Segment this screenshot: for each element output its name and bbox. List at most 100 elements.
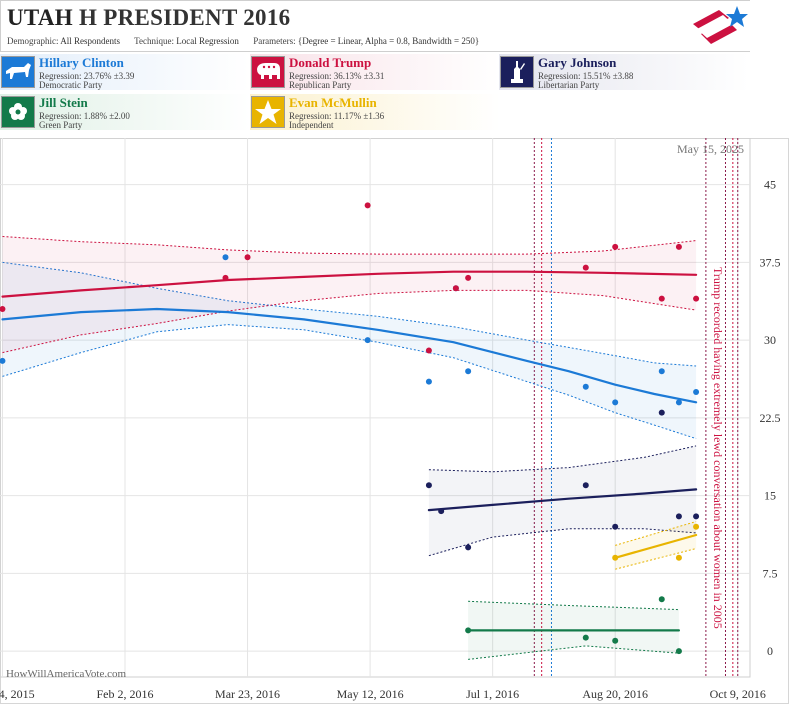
poll-point: [0, 306, 6, 313]
chart-svg: Dec 14, 2015 Feb 2, 2016 Mar 23, 2016 May 1…: [0, 138, 789, 704]
chart: Dec 14, 2015 Feb 2, 2016 Mar 23, 2016 May 1…: [0, 138, 789, 704]
candidate-regression: Regression: 15.51% ±3.88: [538, 71, 634, 81]
donkey-icon: [1, 56, 35, 88]
candidate-party: Republican Party: [289, 80, 352, 90]
poll-point: [222, 274, 229, 281]
poll-point: [582, 264, 589, 271]
y-tick-label: 45: [764, 178, 776, 192]
x-tick-label: Mar 23, 2016: [215, 687, 280, 701]
flower-icon: [1, 96, 35, 128]
chart-header: UTAH H PRESIDENT 2016 Demographic: All R…: [0, 0, 750, 52]
lower-bound-line: [2, 324, 697, 440]
x-tick-label: Oct 9, 2016: [710, 687, 766, 701]
poll-point: [612, 554, 619, 561]
poll-point: [465, 544, 472, 551]
x-tick-label: May 12, 2016: [337, 687, 404, 701]
legend-jill-stein[interactable]: Jill Stein Regression: 1.88% ±2.00 Green…: [0, 94, 250, 130]
x-tick-label: Feb 2, 2016: [97, 687, 154, 701]
demographic-label: Demographic:: [7, 36, 59, 46]
poll-point: [582, 634, 589, 641]
event-annotation: Trump recorded having extremely lewd con…: [711, 267, 725, 629]
x-tick-label: Jul 1, 2016: [466, 687, 519, 701]
poll-point: [658, 368, 665, 375]
confidence-band: [428, 445, 697, 556]
poll-point: [675, 513, 682, 520]
poll-point: [693, 388, 700, 395]
candidate-party: Libertarian Party: [538, 80, 600, 90]
poll-point: [244, 254, 251, 261]
poll-point: [425, 347, 432, 354]
candidate-name: Gary Johnson: [538, 55, 617, 70]
poll-point: [0, 357, 6, 364]
poll-point: [675, 243, 682, 250]
technique-label: Technique:: [134, 36, 174, 46]
upper-bound-line: [2, 261, 697, 367]
candidate-regression: Regression: 11.17% ±1.36: [289, 111, 385, 121]
poll-point: [612, 523, 619, 530]
elephant-icon: [251, 56, 285, 88]
poll-point: [658, 295, 665, 302]
poll-point: [693, 295, 700, 302]
legend-gary-johnson[interactable]: Gary Johnson Regression: 15.51% ±3.88 Li…: [499, 54, 749, 90]
poll-point: [675, 554, 682, 561]
poll-point: [582, 482, 589, 489]
y-tick-label: 30: [764, 333, 776, 347]
poll-point: [465, 368, 472, 375]
candidate-regression: Regression: 36.13% ±3.31: [289, 71, 385, 81]
star-icon: [251, 96, 285, 128]
x-tick-label: Aug 20, 2016: [582, 687, 648, 701]
poll-point: [658, 409, 665, 416]
poll-point: [612, 637, 619, 644]
poll-point: [364, 202, 371, 209]
confidence-band: [2, 262, 697, 439]
poll-point: [612, 243, 619, 250]
poll-point: [658, 596, 665, 603]
poll-point: [465, 627, 472, 634]
poll-point: [438, 508, 445, 515]
site-logo[interactable]: [689, 4, 751, 50]
regression-line: [1, 307, 698, 404]
upper-bound-line: [468, 600, 679, 611]
candidate-name: Hillary Clinton: [39, 55, 124, 70]
legend-donald-trump[interactable]: Donald Trump Regression: 36.13% ±3.31 Re…: [250, 54, 500, 90]
parameters-line: Demographic: All Respondents Technique: …: [7, 36, 479, 46]
y-tick-label: 15: [764, 489, 776, 503]
demographic-value: All Respondents: [60, 36, 120, 46]
y-tick-label: 0: [767, 644, 773, 658]
watermark: HowWillAmericaVote.com: [6, 668, 126, 680]
candidate-name: Donald Trump: [289, 55, 372, 70]
poll-point: [675, 648, 682, 655]
plot-area: [0, 138, 751, 678]
legend-evan-mcmullin[interactable]: Evan McMullin Regression: 11.17% ±1.36 I…: [250, 94, 500, 130]
candidate-name: Jill Stein: [39, 95, 88, 110]
title-rest: H PRESIDENT 2016: [72, 5, 291, 30]
confidence-band: [2, 236, 697, 353]
plot-frame: [0, 138, 789, 704]
title-state: UTAH: [7, 5, 73, 30]
poll-point: [582, 383, 589, 390]
y-tick-label: 22.5: [760, 411, 781, 425]
poll-point: [693, 523, 700, 530]
upper-bound-line: [2, 236, 697, 255]
poll-point: [425, 482, 432, 489]
poll-point: [465, 274, 472, 281]
regression-line: [1, 270, 698, 298]
lower-bound-line: [615, 548, 697, 570]
poll-point: [693, 513, 700, 520]
poll-point: [364, 337, 371, 344]
candidate-party: Democratic Party: [39, 80, 103, 90]
lower-bound-line: [468, 645, 679, 660]
parameters-value: {Degree = Linear, Alpha = 0.8, Bandwidth…: [297, 36, 480, 46]
regression-line: [614, 533, 698, 559]
candidate-name: Evan McMullin: [289, 95, 377, 110]
poll-point: [452, 285, 459, 292]
legend-hillary-clinton[interactable]: Hillary Clinton Regression: 23.76% ±3.39…: [0, 54, 250, 90]
candidate-party: Green Party: [39, 120, 83, 130]
poll-point: [612, 399, 619, 406]
poll-point: [675, 399, 682, 406]
y-tick-label: 37.5: [760, 255, 781, 269]
parameters-label: Parameters:: [253, 36, 296, 46]
candidate-party: Independent: [289, 120, 334, 130]
candidate-regression: Regression: 23.76% ±3.39: [39, 71, 135, 81]
lower-bound-line: [428, 528, 697, 557]
